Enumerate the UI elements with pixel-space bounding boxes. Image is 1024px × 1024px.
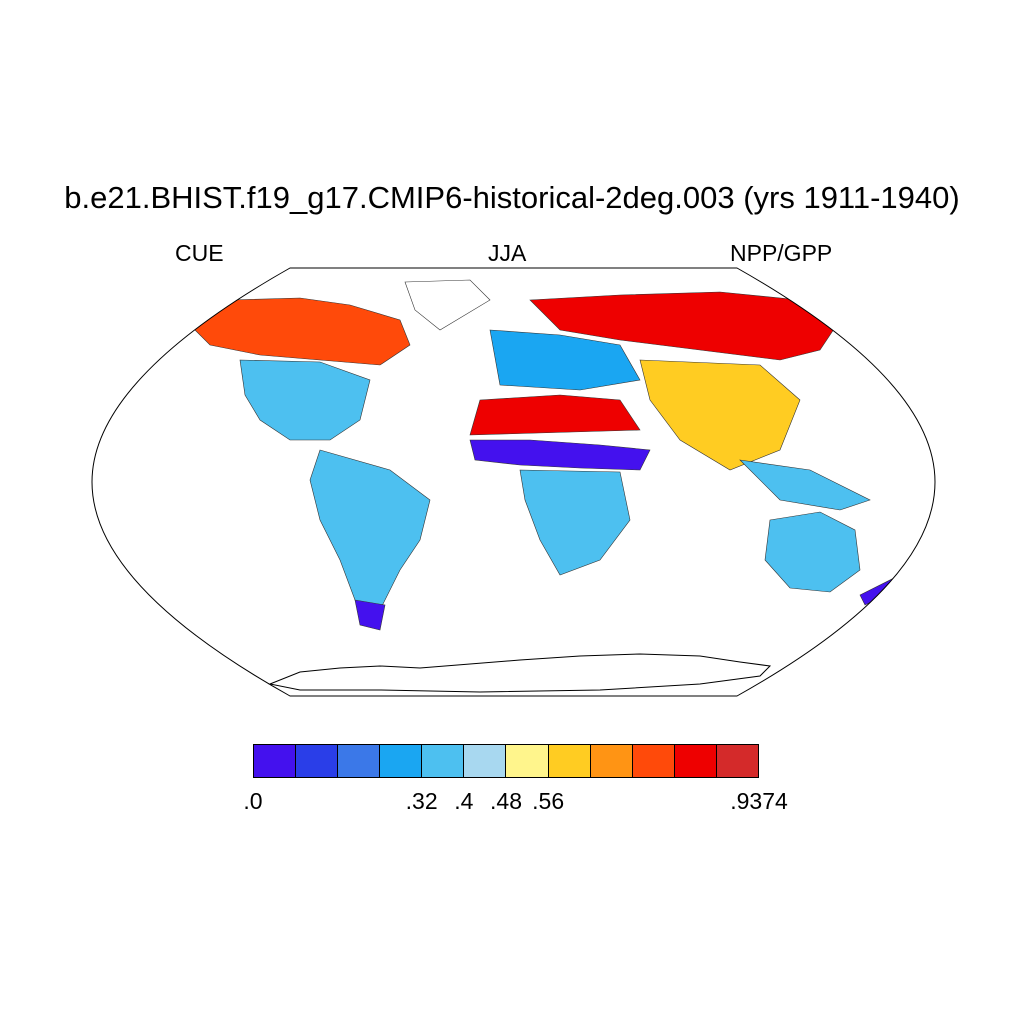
new-zealand-region — [859, 574, 901, 606]
colorbar — [253, 744, 759, 778]
colorbar-box — [463, 744, 506, 778]
units-label: NPP/GPP — [730, 240, 833, 266]
colorbar-box — [547, 744, 590, 778]
colorbar-box — [673, 744, 716, 778]
australia-region — [764, 511, 861, 593]
colorbar-box — [295, 744, 338, 778]
sahel-band-region — [469, 439, 651, 471]
colorbar-box — [253, 744, 296, 778]
colorbar-tick-label: .32 — [405, 788, 438, 814]
southern-africa-region — [519, 469, 631, 576]
colorbar-box — [589, 744, 632, 778]
patagonia-region — [354, 599, 386, 631]
variable-label: CUE — [175, 240, 224, 266]
colorbar-tick-label: .4 — [454, 788, 474, 814]
colorbar-box — [337, 744, 380, 778]
colorbar-box — [505, 744, 548, 778]
colorbar-tick-label: .0 — [243, 788, 263, 814]
colorbar-box — [421, 744, 464, 778]
southeast-asia-region — [739, 459, 871, 511]
colorbar-tick-label: .48 — [490, 788, 522, 814]
colorbar-box — [715, 744, 759, 778]
greenland-region — [404, 279, 491, 331]
antarctica-coastline — [268, 653, 772, 693]
north-america-mid-region — [239, 359, 431, 626]
north-america-boreal-region — [189, 297, 411, 366]
colorbar-box — [379, 744, 422, 778]
season-label: JJA — [488, 240, 527, 266]
map-border — [91, 267, 936, 697]
europe-region — [489, 329, 641, 391]
eurasia-boreal-region — [529, 291, 841, 361]
colorbar-box — [631, 744, 674, 778]
colorbar-tick-label: .56 — [532, 788, 565, 814]
plot-title: b.e21.BHIST.f19_g17.CMIP6-historical-2de… — [64, 180, 960, 215]
colorbar-tick-label: .9374 — [730, 788, 788, 814]
land-fill — [189, 279, 901, 631]
north-africa-region — [469, 394, 641, 436]
central-asia-region — [639, 359, 801, 471]
